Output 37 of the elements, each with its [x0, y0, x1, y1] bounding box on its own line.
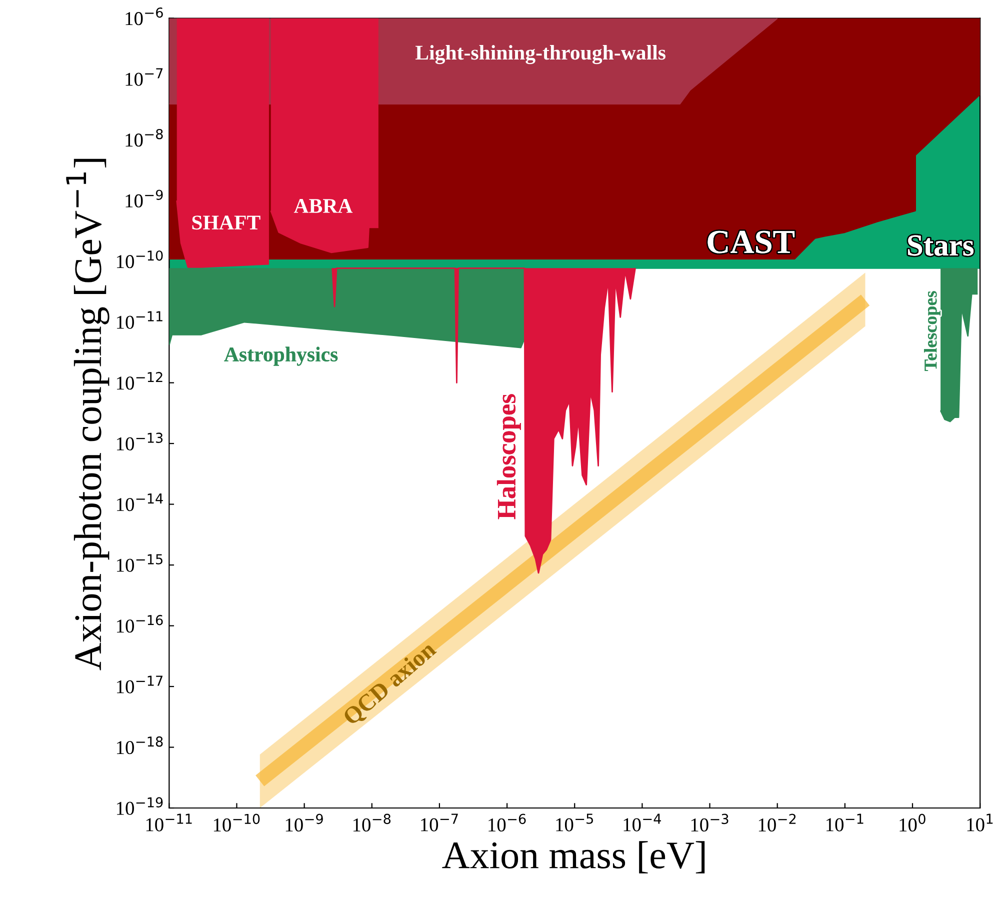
x-tick-label: 10$^{0}$ — [900, 814, 926, 832]
series-label: Light-shining-through-walls — [415, 45, 666, 64]
y-tick-label: 10$^{−13}$ — [117, 432, 163, 450]
y-axis-title: Axion-photon coupling [GeV$^{−1}$] — [66, 158, 110, 670]
x-tick-label: 10$^{−9}$ — [286, 814, 323, 832]
x-tick-label: 10$^{−2}$ — [758, 814, 796, 832]
x-tick-label: 10$^{−11}$ — [146, 814, 192, 832]
y-tick-label: 10$^{−9}$ — [126, 190, 163, 208]
text: Haloscopes — [496, 394, 521, 520]
x-tick-label: 10$^{−7}$ — [421, 814, 458, 832]
y-tick-label: 10$^{−12}$ — [117, 372, 162, 390]
series-label: CAST — [708, 230, 795, 254]
y-tick-label: 10$^{−19}$ — [117, 797, 163, 815]
y-tick-label: 10$^{−11}$ — [117, 311, 162, 329]
y-tick-label: 10$^{−16}$ — [117, 614, 163, 633]
series-label: Astrophysics — [224, 346, 338, 366]
x-tick-label: 10$^{−5}$ — [556, 814, 593, 832]
x-tick-label: 10$^{−6}$ — [488, 814, 526, 832]
series-label: SHAFT — [192, 216, 260, 230]
text: Telescopes — [924, 291, 940, 372]
x-tick-label: 10$^{−3}$ — [691, 814, 728, 832]
y-tick-label: 10$^{−15}$ — [117, 554, 162, 572]
x-tick-label: 10$^{−1}$ — [826, 814, 864, 832]
y-tick-label: 10$^{−17}$ — [117, 676, 162, 694]
x-tick-label: 10$^{−10}$ — [214, 814, 260, 832]
x-tick-label: 10$^{−4}$ — [624, 814, 661, 832]
y-tick-label: 10$^{−8}$ — [126, 128, 163, 147]
series-label: ABRA — [294, 199, 353, 213]
x-tick-label: 10$^{−8}$ — [353, 814, 391, 832]
y-tick-label: 10$^{−6}$ — [126, 7, 163, 26]
series-label: Stars — [908, 235, 974, 256]
y-tick-label: 10$^{−14}$ — [117, 494, 163, 512]
y-tick-label: 10$^{−18}$ — [117, 736, 163, 754]
y-tick-label: 10$^{−7}$ — [126, 68, 163, 86]
x-tick-label: 10$^{1}$ — [967, 814, 993, 832]
y-tick-label: 10$^{−10}$ — [117, 250, 163, 268]
x-axis-title: Axion mass [eV] — [442, 841, 705, 874]
